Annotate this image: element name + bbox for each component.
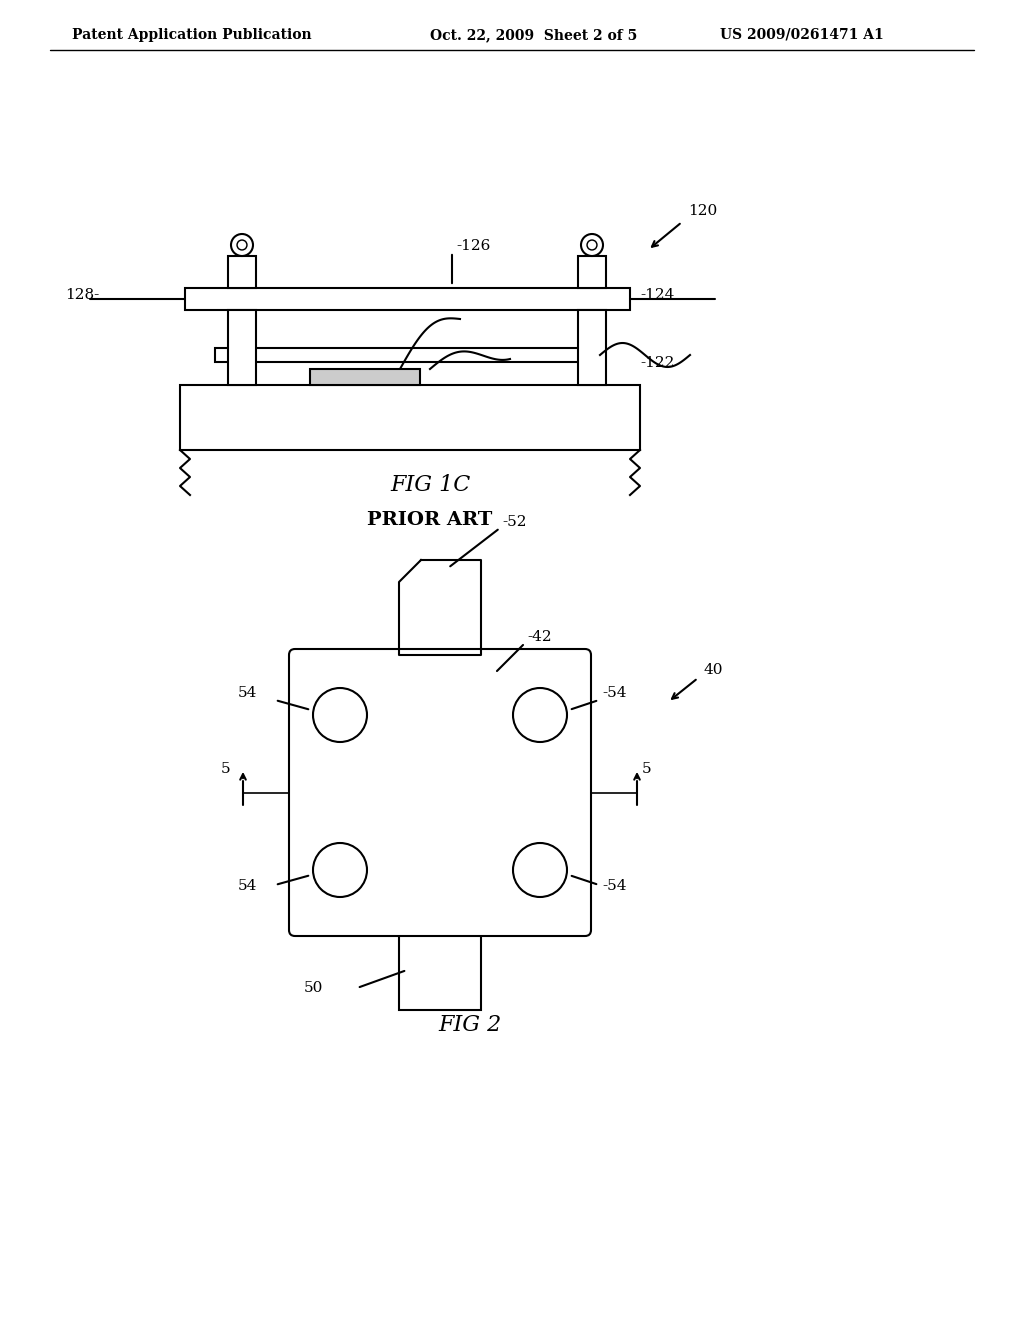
Text: -124: -124 <box>640 288 675 302</box>
Text: 54: 54 <box>238 879 257 894</box>
Text: Patent Application Publication: Patent Application Publication <box>72 28 311 42</box>
Bar <box>215 348 600 362</box>
Circle shape <box>231 234 253 256</box>
Circle shape <box>313 843 367 898</box>
Bar <box>578 310 606 385</box>
Bar <box>310 370 420 385</box>
Text: -126: -126 <box>456 239 490 253</box>
Circle shape <box>313 688 367 742</box>
Text: FIG 1C: FIG 1C <box>390 474 470 496</box>
Bar <box>578 256 606 288</box>
Bar <box>228 310 256 385</box>
Text: Oct. 22, 2009  Sheet 2 of 5: Oct. 22, 2009 Sheet 2 of 5 <box>430 28 637 42</box>
Text: -52: -52 <box>502 515 526 529</box>
Circle shape <box>587 240 597 249</box>
Text: 5: 5 <box>642 762 651 776</box>
Polygon shape <box>399 560 481 655</box>
Text: -122: -122 <box>640 356 675 370</box>
Bar <box>399 931 481 1010</box>
Text: 128-: 128- <box>65 288 99 302</box>
Text: -42: -42 <box>527 630 552 644</box>
Bar <box>180 385 640 450</box>
Text: 120: 120 <box>688 205 717 218</box>
Text: 54: 54 <box>238 686 257 700</box>
Text: PRIOR ART: PRIOR ART <box>368 511 493 529</box>
Bar <box>185 288 630 310</box>
Text: US 2009/0261471 A1: US 2009/0261471 A1 <box>720 28 884 42</box>
Text: 50: 50 <box>304 981 324 995</box>
Text: 5: 5 <box>221 762 230 776</box>
Circle shape <box>513 843 567 898</box>
Text: -54: -54 <box>602 686 627 700</box>
Text: 40: 40 <box>703 663 723 677</box>
Text: -54: -54 <box>602 879 627 894</box>
Circle shape <box>237 240 247 249</box>
FancyBboxPatch shape <box>289 649 591 936</box>
Circle shape <box>581 234 603 256</box>
Circle shape <box>513 688 567 742</box>
Text: FIG 2: FIG 2 <box>438 1014 502 1036</box>
Bar <box>228 256 256 288</box>
